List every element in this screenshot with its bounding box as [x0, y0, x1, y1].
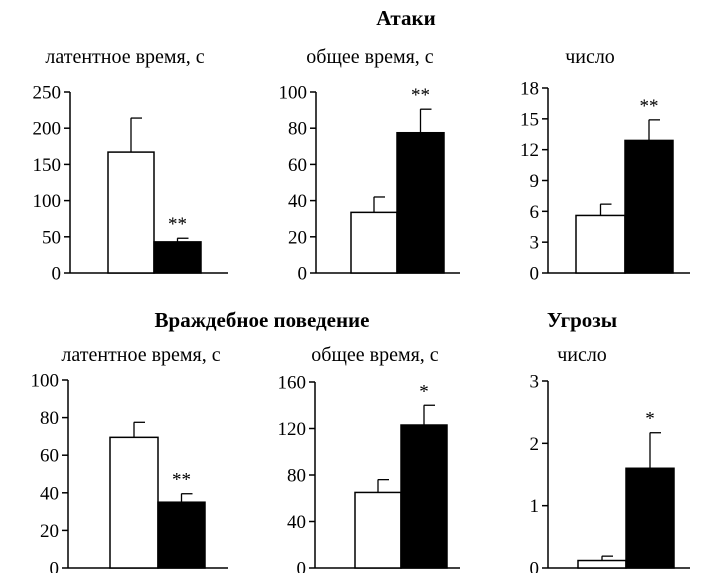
panel-1-y-tick-label: 100: [279, 83, 308, 104]
panel-0-y-tick-label: 250: [33, 83, 62, 104]
panel-3-bar-1: [157, 501, 206, 569]
panel-0-y-tick-label: 200: [33, 119, 62, 140]
panel-0-bar-0: [107, 151, 155, 274]
panel-0-y-tick-label: 50: [42, 227, 61, 248]
panel-0-y-tick-label: 100: [33, 191, 62, 212]
panel-1-bar-0: [350, 211, 398, 274]
panel-4-y-tick-label: 160: [278, 373, 307, 394]
panel-0-bar-1: [153, 241, 202, 274]
panel-2-y-tick-label: 3: [530, 233, 540, 254]
attacks-group-title: Атаки: [376, 6, 435, 30]
panel-2-y-tick-label: 15: [520, 109, 539, 130]
panel-0-bar-1-significance: **: [168, 214, 187, 235]
panel-4-bar-0: [354, 491, 402, 569]
panel-2-y-tick-label: 9: [530, 171, 540, 192]
panel-2-bar-1-significance: **: [640, 96, 659, 117]
panel-2-bar-1: [624, 139, 674, 274]
panel-5-y-tick-label: 0: [530, 559, 540, 573]
panel-5-y-tick-label: 2: [530, 434, 540, 455]
panel-3-y-tick-label: 40: [40, 483, 59, 504]
panel-5-bar-0: [577, 559, 627, 569]
panel-3-y-tick-label: 100: [31, 371, 60, 392]
panel-5-y-tick-label: 1: [530, 496, 540, 517]
panel-3-y-tick-label: 80: [40, 408, 59, 429]
panel-3-y-tick-label: 60: [40, 446, 59, 467]
panel-4-y-tick-label: 80: [287, 466, 306, 487]
panel-3-title: латентное время, с: [61, 344, 220, 366]
panel-1-bar-1: [396, 131, 445, 274]
panel-3-bar-1-significance: **: [172, 470, 191, 491]
panel-0-title: латентное время, с: [45, 46, 204, 68]
panel-4-bar-1: [400, 424, 448, 569]
panel-4-y-tick-label: 0: [297, 559, 307, 573]
panel-2-bar-0: [575, 214, 626, 274]
panel-4-title: общее время, с: [311, 344, 439, 366]
panel-1-y-tick-label: 80: [288, 119, 307, 140]
panel-4-bar-1-significance: *: [419, 381, 429, 402]
panel-5-bar-1: [625, 467, 675, 569]
panel-4-y-tick-label: 40: [287, 512, 306, 533]
threats-group-title: Угрозы: [547, 308, 617, 332]
panel-2-y-tick-label: 18: [520, 79, 539, 100]
hostile-behavior-group-title: Враждебное поведение: [155, 308, 370, 332]
panel-1-bar-1-significance: **: [411, 85, 430, 106]
panel-0-y-tick-label: 150: [33, 155, 62, 176]
panel-4-y-tick-label: 120: [278, 419, 307, 440]
panel-1-y-tick-label: 60: [288, 155, 307, 176]
panel-2-y-tick-label: 6: [530, 202, 540, 223]
panel-1-y-tick-label: 0: [298, 264, 308, 285]
panel-3-bar-0: [109, 436, 159, 569]
panel-2-y-tick-label: 12: [520, 140, 539, 161]
panel-0-y-tick-label: 0: [52, 264, 62, 285]
panel-5-y-tick-label: 3: [530, 372, 540, 393]
panel-5-bar-1-significance: *: [645, 409, 655, 430]
panel-3-y-tick-label: 0: [50, 559, 60, 573]
panel-2-y-tick-label: 0: [530, 264, 540, 285]
panel-2-title: число: [565, 46, 615, 68]
panel-1-title: общее время, с: [306, 46, 434, 68]
panel-1-y-tick-label: 20: [288, 227, 307, 248]
panel-3-y-tick-label: 20: [40, 521, 59, 542]
panel-5-title: число: [557, 344, 607, 366]
panel-1-y-tick-label: 40: [288, 191, 307, 212]
